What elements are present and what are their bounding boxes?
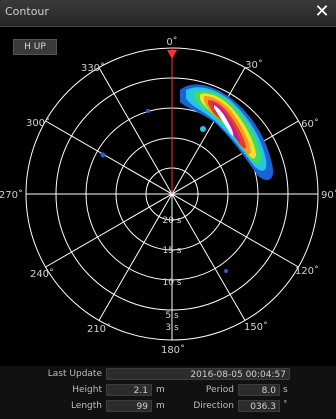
bearing-label-90: 90˚	[321, 189, 336, 201]
bearing-label-0: 0˚	[166, 36, 177, 48]
info-panel: Last Update 2016-08-05 00:04:57 Height 2…	[0, 366, 336, 419]
period-value: 8.0	[238, 384, 280, 396]
height-label: Height	[72, 385, 102, 395]
direction-label: Direction	[193, 401, 234, 411]
height-value: 2.1	[106, 384, 152, 396]
period-label-15: 15 s	[162, 246, 181, 256]
bearing-label-180: 180˚	[161, 344, 185, 356]
last-update-value: 2016-08-05 00:04:57	[106, 368, 290, 380]
length-value: 99	[106, 400, 152, 412]
contour-polar-plot: 0˚ 30˚ 60˚ 90˚ 120˚ 150˚ 180˚ 210˚ 240˚ …	[0, 36, 336, 356]
length-unit: m	[156, 401, 165, 411]
window-title: Contour	[5, 5, 49, 18]
bearing-label-60: 60˚	[301, 118, 319, 130]
bearing-label-30: 30˚	[245, 59, 263, 71]
bearing-label-120: 120˚	[295, 265, 319, 277]
bearing-labels: 0˚ 30˚ 60˚ 90˚ 120˚ 150˚ 180˚ 210˚ 240˚ …	[0, 36, 336, 356]
bearing-label-270: 270˚	[0, 189, 23, 201]
period-label-10: 10 s	[162, 278, 181, 288]
period-labels: 20 s 15 s 10 s 5 s 3 s	[162, 216, 181, 333]
direction-unit: ˚	[283, 401, 288, 411]
period-label-3: 3 s	[165, 323, 179, 333]
direction-value: 036.3	[238, 400, 280, 412]
period-unit: s	[283, 385, 288, 395]
bearing-label-330: 330˚	[81, 62, 105, 74]
period-label-5: 5 s	[165, 311, 179, 321]
close-icon[interactable]: ✕	[314, 1, 330, 22]
heading-up-button[interactable]: H UP	[13, 39, 57, 55]
wave-contour	[100, 84, 274, 273]
bearing-label-240: 240˚	[30, 268, 54, 280]
heading-marker-icon	[167, 50, 177, 59]
bearing-label-300: 300˚	[26, 117, 50, 129]
height-unit: m	[156, 385, 165, 395]
period-label: Period	[205, 385, 234, 395]
last-update-label: Last Update	[47, 369, 102, 379]
title-bar: Contour ✕	[0, 0, 336, 27]
length-label: Length	[70, 401, 102, 411]
period-label-20: 20 s	[162, 216, 181, 226]
bearing-label-150: 150˚	[244, 321, 268, 333]
bearing-label-210: 210˚	[87, 323, 111, 335]
